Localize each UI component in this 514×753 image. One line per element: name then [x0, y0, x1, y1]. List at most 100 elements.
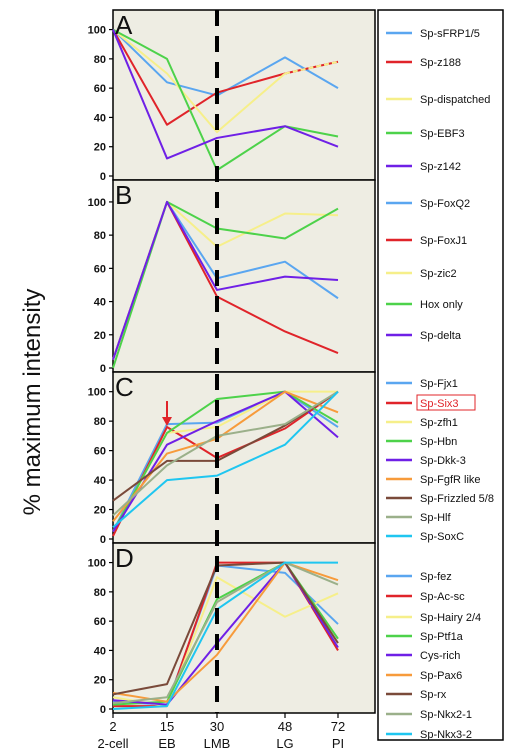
legend-label: Sp-Nkx2-1 [420, 709, 472, 721]
legend-entry: Sp-Pax6 [386, 670, 462, 682]
y-tick-label: 60 [94, 616, 106, 628]
legend-entry: Sp-sFRP1/5 [386, 28, 480, 40]
panel-label: B [115, 180, 132, 210]
y-tick-label: 0 [100, 704, 106, 716]
legend-entry: Sp-delta [386, 330, 462, 342]
legend-entry: Sp-rx [386, 689, 447, 701]
legend-entry: Sp-EBF3 [386, 128, 465, 140]
legend-entry: Sp-Nkx2-1 [386, 709, 472, 721]
legend-entry: Sp-FoxQ2 [386, 198, 470, 210]
y-tick-label: 80 [94, 587, 106, 599]
legend-entry: Sp-Nkx3-2 [386, 729, 472, 741]
x-tick-label: 30 [210, 719, 224, 734]
panel-A: 100 80 60 40 20 0 A [88, 9, 376, 183]
legend-entry: Sp-z142 [386, 161, 461, 173]
plot-area [112, 371, 376, 544]
legend-entry: Sp-SoxC [386, 531, 464, 543]
panel-C: 100 80 60 40 20 0 C [88, 371, 376, 546]
x-tick-label: 48 [278, 719, 292, 734]
legend-entry: Sp-Six3 [386, 394, 476, 411]
legend-label: Sp-Six3 [420, 398, 459, 410]
legend-label: Sp-z188 [420, 57, 461, 69]
y-tick-label: 0 [100, 171, 106, 183]
legend-entry: Sp-zic2 [386, 268, 457, 280]
legend-entry: Sp-dispatched [386, 94, 490, 106]
legend-entry: Sp-Frizzled 5/8 [386, 493, 494, 505]
series-line [112, 29, 339, 160]
legend-label: Sp-Ac-sc [420, 591, 465, 603]
legend-label: Sp-SoxC [420, 531, 464, 543]
legend-label: Sp-dispatched [420, 94, 490, 106]
y-tick-label: 60 [94, 263, 106, 275]
annotation-arrow [162, 401, 172, 427]
panel-B: 100 80 60 40 20 0 B [88, 179, 376, 375]
legend-entry: Sp-Hbn [386, 436, 457, 448]
legend-label: Sp-Ptf1a [420, 631, 464, 643]
legend-entry: Cys-rich [386, 650, 460, 662]
y-tick-label: 80 [94, 416, 106, 428]
series-line [112, 561, 339, 705]
legend-entry: Sp-fez [386, 571, 452, 583]
legend-label: Sp-z142 [420, 161, 461, 173]
y-tick-label: 60 [94, 446, 106, 458]
y-tick-label: 80 [94, 54, 106, 66]
annotation-arrow-head [162, 417, 172, 427]
y-tick-label: 0 [100, 363, 106, 375]
legend-entry: Sp-zfh1 [386, 417, 458, 429]
y-tick-label: 20 [94, 675, 106, 687]
legend-label: Sp-Nkx3-2 [420, 729, 472, 741]
x-stage-label: LMB [204, 736, 231, 751]
series-line [112, 200, 339, 361]
legend-label: Sp-zfh1 [420, 417, 458, 429]
panel-label: C [115, 372, 134, 402]
plot-area [112, 9, 376, 181]
legend-frame [377, 9, 504, 741]
legend-label: Hox only [420, 299, 463, 311]
x-tick-label: 2 [109, 719, 116, 734]
x-axis: 2 2-cell 15 EB 30 LMB 48 LG 72 PI [97, 713, 345, 751]
x-tick-label: 15 [160, 719, 174, 734]
panel-D: 100 80 60 40 20 0 D [88, 542, 376, 716]
legend-label: Sp-Hairy 2/4 [420, 612, 481, 624]
legend-label: Sp-zic2 [420, 268, 457, 280]
legend-label: Sp-Hlf [420, 512, 452, 524]
panel-label: A [115, 10, 133, 40]
series-line [112, 390, 339, 528]
legend-label: Sp-delta [420, 330, 462, 342]
y-tick-label: 40 [94, 645, 106, 657]
panels: 100806040200A100806040200B100806040200C1… [88, 9, 376, 716]
y-tick-label: 20 [94, 330, 106, 342]
y-tick-label: 100 [88, 387, 106, 399]
y-tick-label: 20 [94, 505, 106, 517]
legend-label: Cys-rich [420, 650, 460, 662]
y-tick-label: 20 [94, 142, 106, 154]
y-tick-label: 40 [94, 112, 106, 124]
legend-entry: Sp-FgfR like [386, 474, 481, 486]
series-line [112, 28, 286, 134]
legend-entry: Sp-Hairy 2/4 [386, 612, 481, 624]
legend-entry: Hox only [386, 299, 463, 311]
legend-entry: Sp-z188 [386, 57, 461, 69]
y-tick-label: 100 [88, 25, 106, 37]
legend-label: Sp-FoxJ1 [420, 235, 467, 247]
legend-entry: Sp-Ac-sc [386, 591, 465, 603]
legend-label: Sp-EBF3 [420, 128, 465, 140]
x-stage-label: PI [332, 736, 344, 751]
y-tick-label: 40 [94, 475, 106, 487]
legend-label: Sp-Frizzled 5/8 [420, 493, 494, 505]
legend-label: Sp-Hbn [420, 436, 457, 448]
legend-label: Sp-FoxQ2 [420, 198, 470, 210]
x-stage-label: 2-cell [97, 736, 128, 751]
x-stage-label: LG [276, 736, 293, 751]
legend-entry: Sp-Hlf [386, 512, 452, 524]
y-axis-label: % maximum intensity [19, 289, 46, 516]
series-line [112, 390, 339, 533]
legend-highlight-box [416, 394, 476, 411]
x-tick-label: 72 [331, 719, 345, 734]
legend-label: Sp-Dkk-3 [420, 455, 466, 467]
series-line-dashed [284, 60, 339, 75]
legend-label: Sp-Fjx1 [420, 378, 458, 390]
legend: Sp-sFRP1/5 Sp-z188 Sp-dispatched Sp-EBF3 Sp-… [386, 28, 494, 741]
y-tick-label: 40 [94, 297, 106, 309]
